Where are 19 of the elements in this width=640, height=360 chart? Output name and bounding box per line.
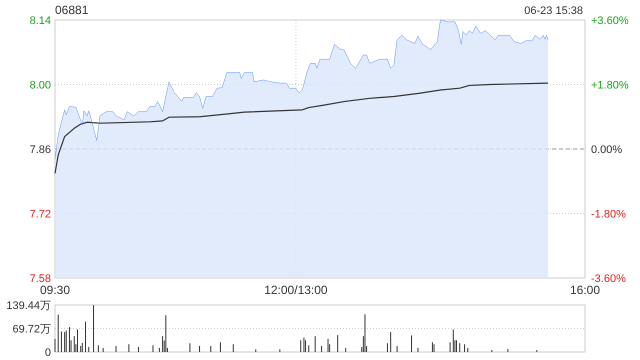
y2-tick-label: 0.00% — [591, 144, 622, 156]
y2-tick-label: +1.80% — [591, 80, 629, 92]
y-tick-label: 69.72万 — [12, 324, 51, 336]
x-tick-label: 16:00 — [570, 283, 600, 297]
chart-title: 06881 — [55, 3, 89, 17]
y-tick-label: 7.58 — [30, 273, 51, 285]
y-tick-label: 139.44万 — [6, 300, 51, 312]
y-tick-label: 7.86 — [30, 144, 51, 156]
text: 06-23 15:38 — [524, 5, 583, 17]
y2-tick-label: +3.60% — [591, 15, 629, 27]
x-tick-label: 09:30 — [40, 283, 70, 297]
y2-tick-label: -3.60% — [591, 273, 626, 285]
x-tick-label: 12:00/13:00 — [264, 283, 328, 297]
y-tick-label: 8.00 — [30, 80, 51, 92]
y-tick-label: 8.14 — [30, 15, 51, 27]
y-tick-label: 0 — [44, 347, 51, 359]
y-tick-label: 7.72 — [30, 208, 51, 220]
y2-tick-label: -1.80% — [591, 208, 626, 220]
line-series — [54, 82, 549, 174]
